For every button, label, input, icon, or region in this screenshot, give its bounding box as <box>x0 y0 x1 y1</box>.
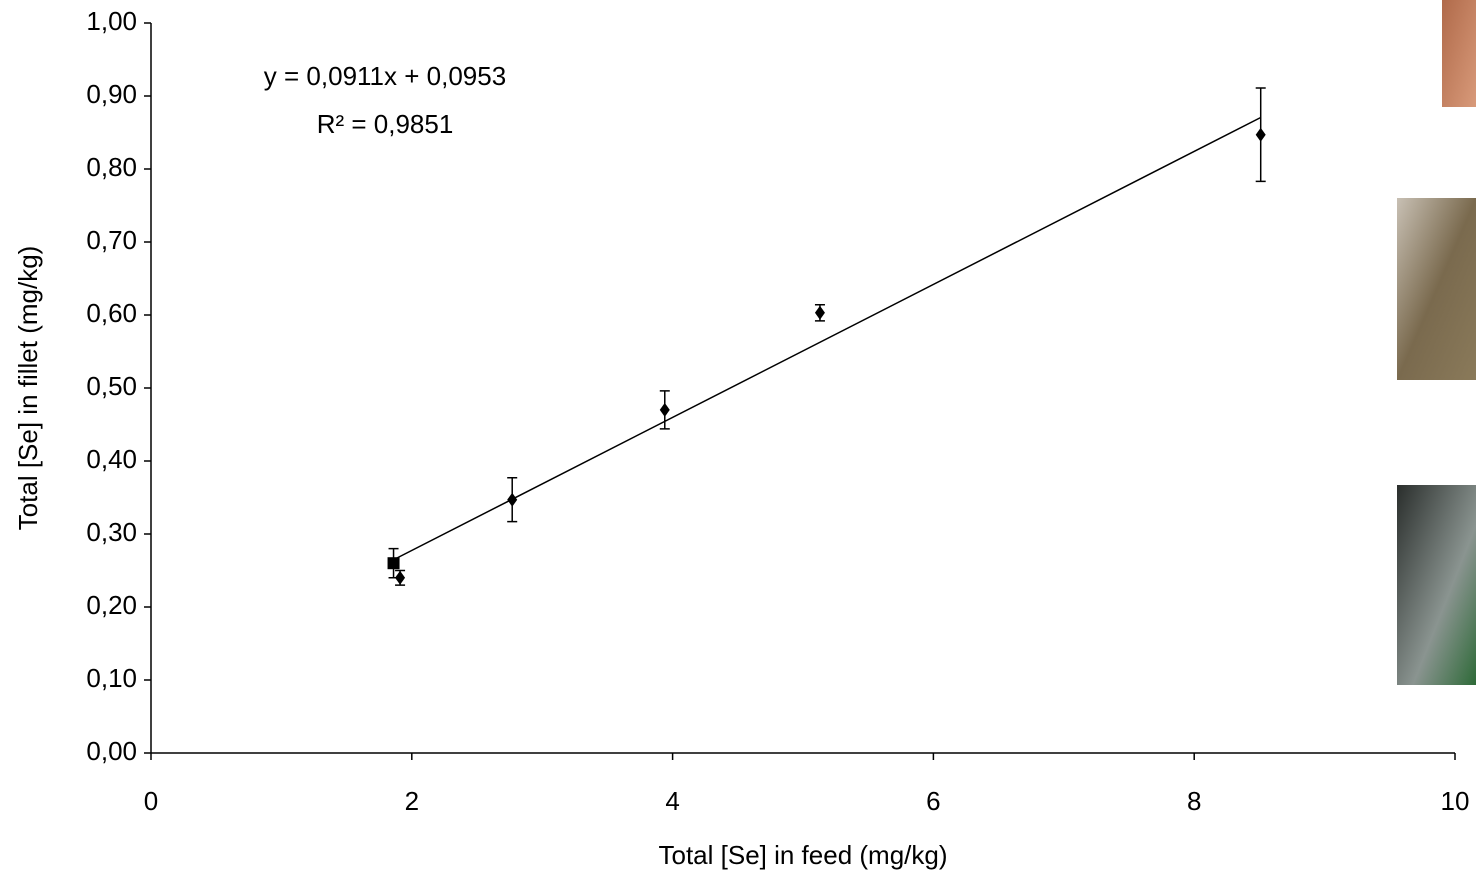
trend-equation: y = 0,0911x + 0,0953 <box>264 61 506 91</box>
y-tick-label: 0,70 <box>86 225 137 255</box>
x-tick-label: 0 <box>144 786 158 816</box>
point <box>507 492 518 507</box>
photo-fish <box>1442 0 1476 107</box>
y-tick-label: 0,20 <box>86 590 137 620</box>
y-tick-label: 0,40 <box>86 444 137 474</box>
x-tick-label: 10 <box>1441 786 1470 816</box>
y-tick-label: 0,80 <box>86 152 137 182</box>
x-tick-label: 6 <box>926 786 940 816</box>
y-tick-label: 0,60 <box>86 298 137 328</box>
x-tick-label: 2 <box>405 786 419 816</box>
x-tick-label: 8 <box>1187 786 1201 816</box>
x-tick-label: 4 <box>665 786 679 816</box>
y-axis-label: Total [Se] in fillet (mg/kg) <box>13 246 43 531</box>
trend-r2: R² = 0,9851 <box>317 109 454 139</box>
y-tick-label: 1,00 <box>86 6 137 36</box>
photo-feed <box>1397 198 1476 380</box>
point <box>659 402 670 417</box>
point <box>814 305 825 320</box>
point <box>395 570 406 585</box>
point <box>1255 127 1266 142</box>
x-axis-label: Total [Se] in feed (mg/kg) <box>658 840 947 870</box>
y-tick-label: 0,30 <box>86 517 137 547</box>
y-tick-label: 0,00 <box>86 736 137 766</box>
y-tick-label: 0,10 <box>86 663 137 693</box>
y-tick-label: 0,50 <box>86 371 137 401</box>
photo-tank <box>1397 485 1476 685</box>
trendline <box>393 116 1262 561</box>
point <box>387 557 400 570</box>
y-tick-label: 0,90 <box>86 79 137 109</box>
